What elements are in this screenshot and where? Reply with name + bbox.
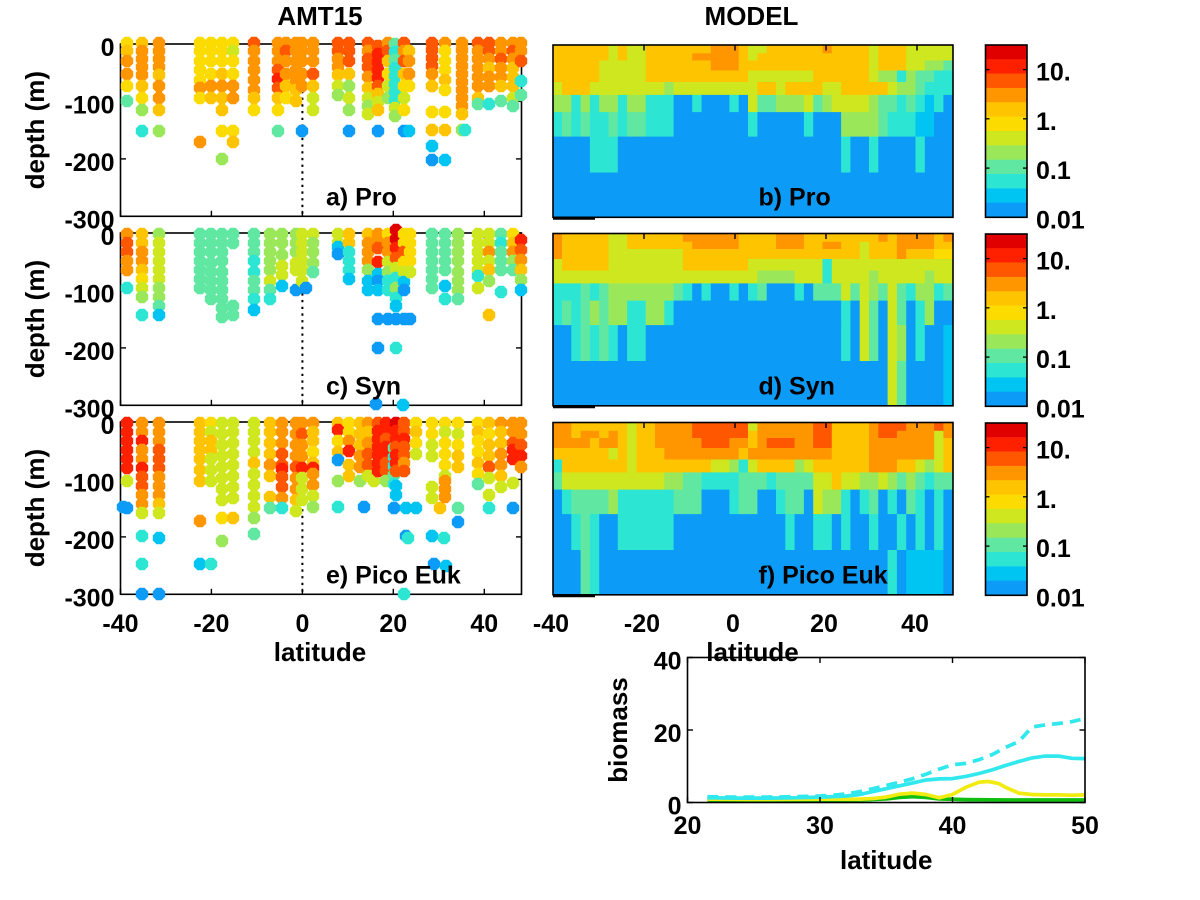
svg-text:c) Syn: c) Syn [326, 372, 401, 400]
svg-text:-300: -300 [64, 206, 114, 234]
svg-text:latitude: latitude [840, 845, 932, 875]
svg-text:20: 20 [674, 812, 702, 840]
svg-text:0.1: 0.1 [1036, 535, 1071, 563]
svg-text:latitude: latitude [274, 637, 366, 667]
svg-text:biomass: biomass [603, 677, 633, 783]
svg-text:20: 20 [654, 720, 682, 748]
svg-text:40: 40 [901, 610, 929, 638]
svg-text:0.01: 0.01 [1036, 395, 1085, 423]
svg-text:-200: -200 [64, 149, 114, 177]
svg-text:1.: 1. [1036, 297, 1057, 325]
svg-text:-40: -40 [533, 610, 569, 638]
svg-text:0.1: 0.1 [1036, 346, 1071, 374]
svg-text:e) Pico Euk: e) Pico Euk [326, 561, 461, 589]
svg-text:0: 0 [668, 793, 682, 821]
svg-text:f) Pico Euk: f) Pico Euk [759, 561, 888, 589]
svg-text:latitude: latitude [706, 637, 798, 667]
svg-text:d) Syn: d) Syn [759, 372, 835, 400]
svg-text:depth (m): depth (m) [20, 449, 50, 567]
svg-text:0: 0 [101, 412, 115, 440]
svg-text:20: 20 [810, 610, 838, 638]
svg-text:0.1: 0.1 [1036, 157, 1071, 185]
svg-text:-40: -40 [102, 610, 138, 638]
svg-text:40: 40 [470, 610, 498, 638]
svg-text:1.: 1. [1036, 108, 1057, 136]
svg-text:depth (m): depth (m) [20, 71, 50, 189]
svg-text:AMT15: AMT15 [277, 1, 362, 31]
svg-text:-100: -100 [64, 280, 114, 308]
svg-text:40: 40 [654, 648, 682, 676]
svg-text:30: 30 [806, 812, 834, 840]
svg-text:10.: 10. [1036, 59, 1071, 87]
svg-text:-20: -20 [624, 610, 660, 638]
svg-text:-300: -300 [64, 395, 114, 423]
svg-text:1.: 1. [1036, 486, 1057, 514]
svg-text:-200: -200 [64, 527, 114, 555]
svg-text:b) Pro: b) Pro [759, 183, 831, 211]
svg-text:0: 0 [101, 223, 115, 251]
svg-text:MODEL: MODEL [705, 1, 799, 31]
svg-text:-20: -20 [193, 610, 229, 638]
svg-text:-200: -200 [64, 338, 114, 366]
svg-text:20: 20 [379, 610, 407, 638]
svg-text:a) Pro: a) Pro [326, 183, 397, 211]
svg-text:0.01: 0.01 [1036, 206, 1085, 234]
svg-text:50: 50 [1071, 812, 1099, 840]
svg-text:10.: 10. [1036, 248, 1071, 276]
svg-text:10.: 10. [1036, 437, 1071, 465]
svg-text:0: 0 [101, 34, 115, 62]
svg-text:0: 0 [726, 610, 740, 638]
svg-text:0.01: 0.01 [1036, 584, 1085, 612]
svg-text:40: 40 [939, 812, 967, 840]
svg-text:-300: -300 [64, 584, 114, 612]
svg-text:depth (m): depth (m) [20, 260, 50, 378]
svg-text:0: 0 [295, 610, 309, 638]
svg-text:-100: -100 [64, 469, 114, 497]
svg-text:-100: -100 [64, 91, 114, 119]
